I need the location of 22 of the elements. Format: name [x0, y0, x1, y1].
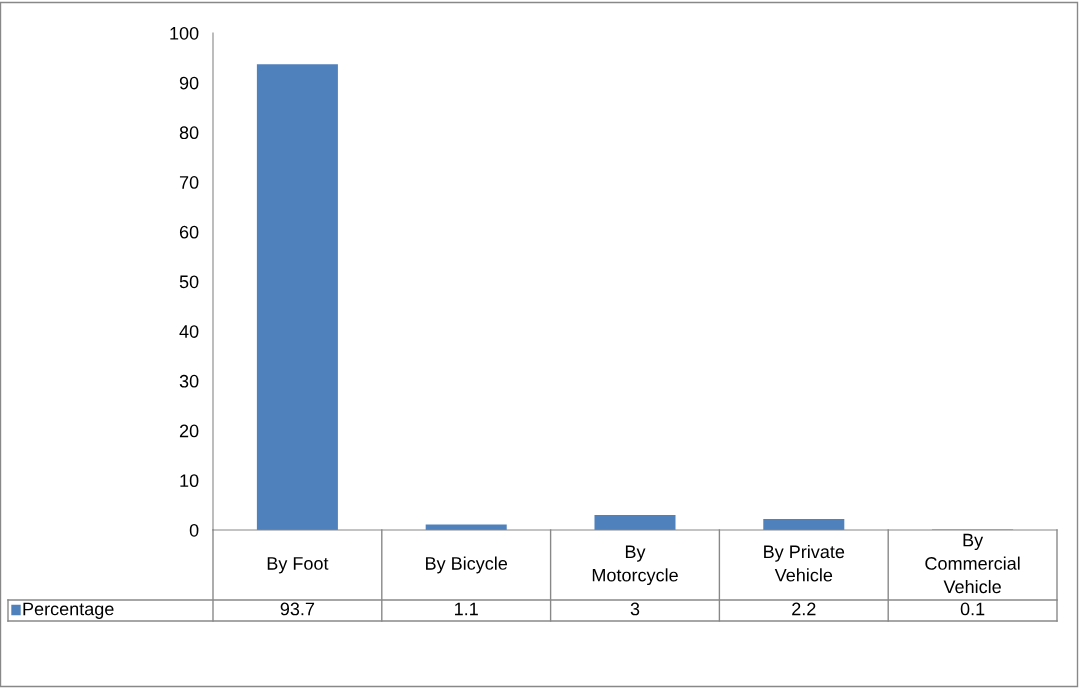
x-tick-label: By Commercial Vehicle	[925, 533, 1020, 594]
data-label: 2.2	[792, 602, 816, 616]
x-tick-label: By Bicycle	[426, 556, 508, 574]
y-tick-label: 60	[179, 225, 199, 239]
x-tick-label: By Private Vehicle	[764, 544, 845, 582]
y-tick-label: 10	[180, 474, 199, 488]
x-tick-label: By Motorcycle	[592, 545, 678, 586]
y-tick-label: 100	[170, 26, 199, 40]
y-tick-label: 90	[179, 76, 199, 90]
data-label: 1.1	[455, 602, 478, 616]
y-tick-label: 0	[189, 523, 199, 537]
y-tick-label: 40	[179, 325, 199, 338]
x-tick-label: By Foot	[267, 557, 329, 574]
data-label: 0.1	[960, 602, 985, 616]
data-label: 93.7	[280, 602, 315, 616]
y-tick-label: 20	[179, 424, 199, 438]
legend-label: Percentage	[23, 602, 114, 619]
y-tick-label: 80	[179, 126, 199, 140]
y-tick-label: 50	[179, 275, 199, 289]
data-label: 3	[630, 602, 640, 616]
y-tick-label: 30	[179, 374, 199, 388]
y-tick-label: 70	[179, 176, 199, 189]
